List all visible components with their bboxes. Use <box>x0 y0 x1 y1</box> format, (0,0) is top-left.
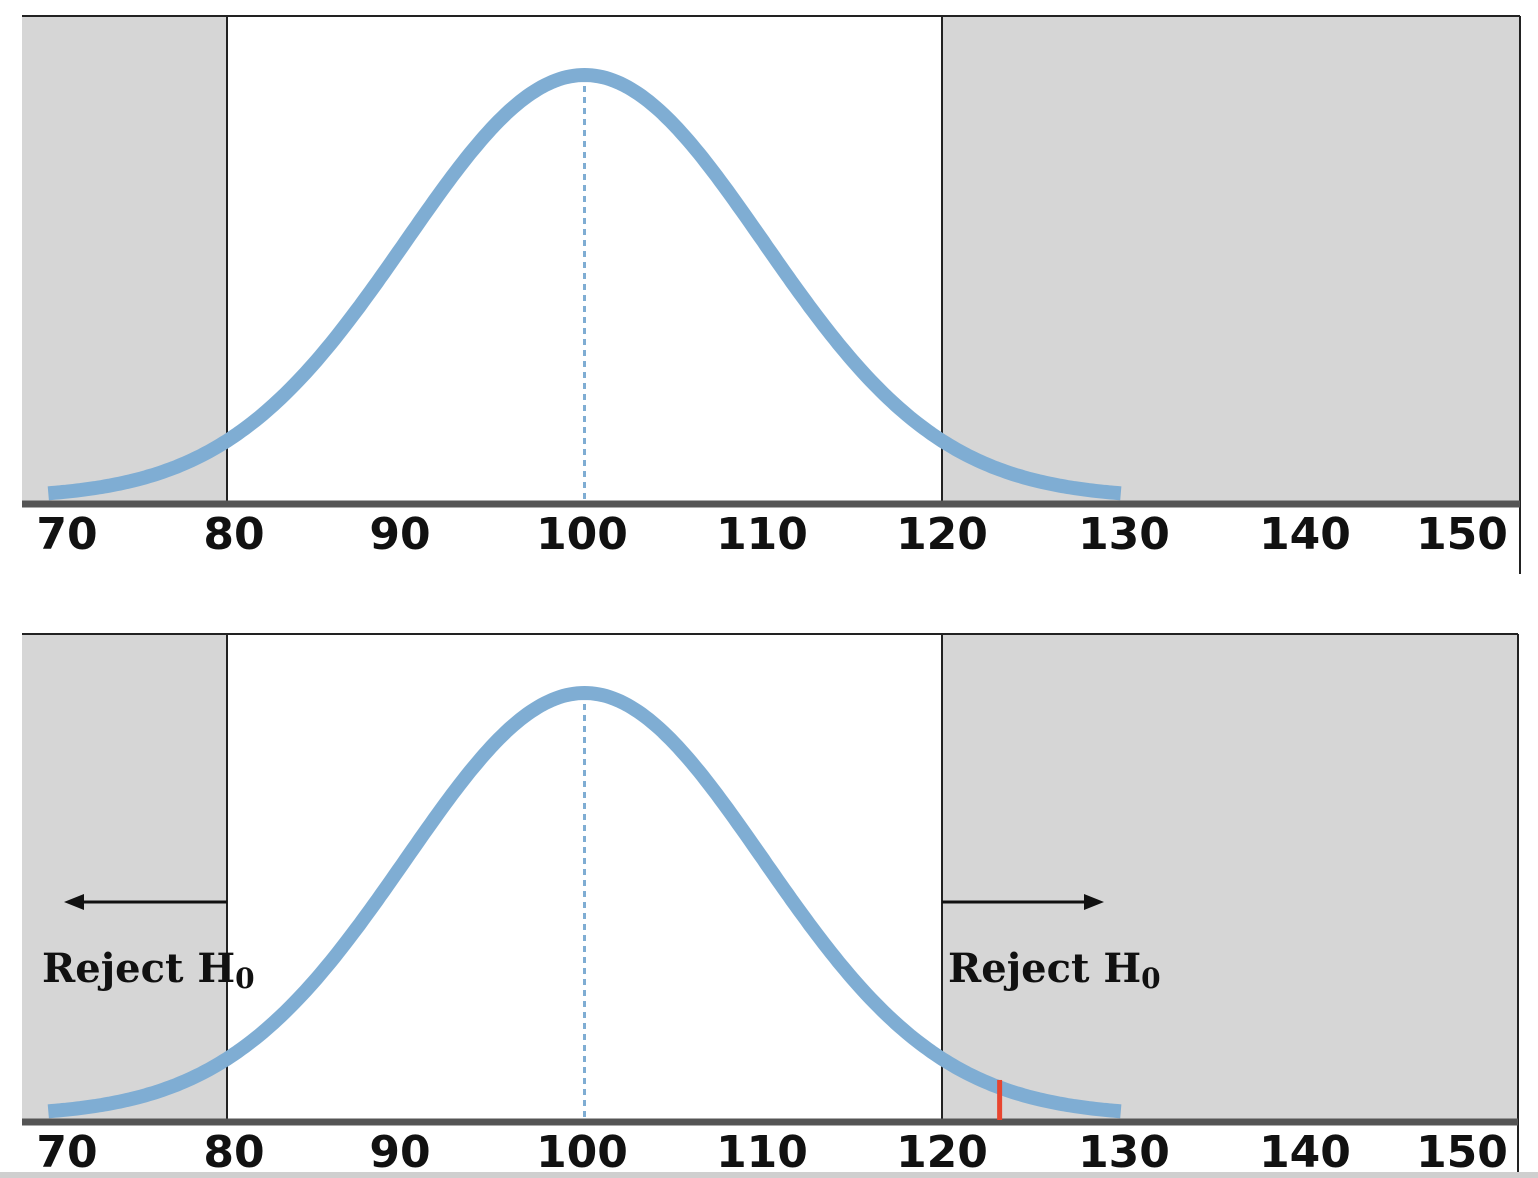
reject-label-right: Reject H0 <box>948 945 1161 995</box>
rejection-region-right <box>942 16 1520 504</box>
x-tick-label-80: 80 <box>203 509 264 560</box>
x-tick-label-150: 150 <box>1416 509 1508 560</box>
x-tick-label-110: 110 <box>716 509 808 560</box>
x-tick-label-150: 150 <box>1416 1127 1508 1178</box>
x-tick-label-90: 90 <box>369 1127 430 1178</box>
x-tick-label-120: 120 <box>896 509 988 560</box>
x-tick-label-140: 140 <box>1259 1127 1351 1178</box>
chart-panel-2: 70 80 90 100 110 120 130 140 150 Reject H0 Reject … <box>22 633 1519 1178</box>
rejection-region-right <box>942 634 1518 1122</box>
x-tick-label-120: 120 <box>896 1127 988 1178</box>
x-tick-label-70: 70 <box>36 1127 97 1178</box>
x-tick-label-100: 100 <box>536 509 628 560</box>
x-tick-label-80: 80 <box>203 1127 264 1178</box>
reject-label-subscript-left: 0 <box>235 962 254 995</box>
rejection-region-left <box>22 16 227 504</box>
x-tick-label-90: 90 <box>369 509 430 560</box>
x-tick-label-70: 70 <box>36 509 97 560</box>
rejection-region-left <box>22 634 227 1122</box>
x-tick-label-130: 130 <box>1078 1127 1170 1178</box>
reject-label-subscript-right: 0 <box>1141 962 1160 995</box>
reject-arrowhead-right <box>1084 894 1104 910</box>
chart-panel-1: 70 80 90 100 110 120 130 140 150 <box>22 15 1521 574</box>
footer-bar <box>0 1172 1538 1178</box>
x-tick-label-100: 100 <box>536 1127 628 1178</box>
x-tick-label-110: 110 <box>716 1127 808 1178</box>
reject-label-left: Reject H0 <box>42 945 255 995</box>
x-tick-label-130: 130 <box>1078 509 1170 560</box>
x-tick-label-140: 140 <box>1259 509 1351 560</box>
reject-arrowhead-left <box>64 894 84 910</box>
